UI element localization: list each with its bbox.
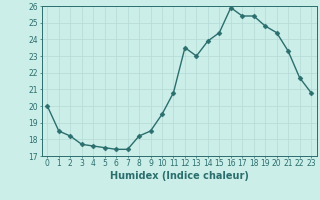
X-axis label: Humidex (Indice chaleur): Humidex (Indice chaleur): [110, 171, 249, 181]
